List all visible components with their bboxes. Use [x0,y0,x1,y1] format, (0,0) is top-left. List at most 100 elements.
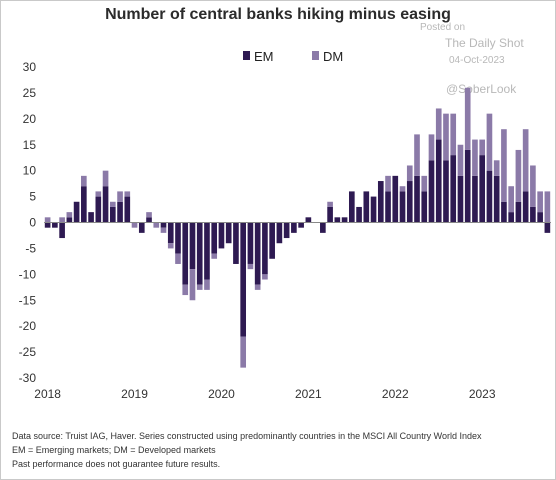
bar-em [370,196,377,223]
bar-dm [385,175,391,192]
bar-dm [486,113,493,171]
bar-em [421,191,428,223]
bar-em [66,217,73,223]
bar-dm [247,263,254,270]
bar-em [189,222,196,270]
bar-dm [327,201,333,207]
bar-dm [131,222,138,228]
bar-dm [211,253,218,259]
bar-dm [399,186,406,192]
bar-em [530,206,536,223]
bar-dm [537,191,543,213]
bar-em [464,149,471,223]
bar-em [414,175,420,223]
bar-em [95,196,102,223]
x-tick-label: 2022 [382,387,409,401]
bar-em [291,222,297,233]
bar-em [182,222,189,285]
bar-dm [189,269,196,301]
x-tick-label: 2021 [295,387,322,401]
bar-dm [414,134,420,176]
bar-em [486,170,493,223]
bar-em [341,217,348,223]
bar-dm [443,113,449,161]
bar-em [196,222,203,285]
bar-em [508,212,514,223]
bar-dm [59,217,65,223]
bar-em [204,222,210,280]
bar-dm [160,227,167,233]
bar-em [109,206,116,223]
bar-em [117,201,123,223]
bar-dm [95,191,102,197]
bar-dm [450,113,457,156]
y-tick-label: -15 [19,293,37,307]
legend-label: DM [323,49,343,64]
y-tick-label: -30 [19,371,37,385]
bar-em [283,222,290,239]
x-tick-label: 2019 [121,387,148,401]
bar-em [298,222,304,228]
y-tick-label: 0 [29,216,36,230]
y-tick-label: 30 [23,60,37,74]
bar-em [406,181,413,223]
bar-em [501,201,507,223]
bar-em [262,222,268,275]
bar-em [44,222,51,228]
watermark-posted: Posted on [420,22,466,33]
bar-dm [421,175,428,192]
bar-em [320,222,326,233]
x-tick-label: 2018 [34,387,61,401]
bar-em [385,191,391,223]
bar-em [522,191,529,223]
bar-em [124,196,131,223]
bar-em [392,175,399,223]
bar-dm [204,279,210,290]
bar-dm [117,191,123,202]
bar-dm [457,144,464,176]
bar-em [175,222,181,254]
bar-dm [167,243,174,249]
bar-dm [522,129,529,192]
bar-em [515,201,522,223]
y-tick-label: -10 [19,267,37,281]
bar-dm [44,217,51,223]
bar-em [537,212,543,223]
bar-dm [102,170,109,187]
bar-dm [66,212,73,218]
bar-em [138,222,145,233]
y-tick-label: 15 [23,138,37,152]
y-tick-label: 25 [23,86,37,100]
y-tick-label: 10 [23,164,37,178]
bar-em [102,186,109,223]
bar-dm [428,134,435,161]
bar-em [334,217,341,223]
y-tick-label: -20 [19,319,37,333]
bar-em [269,222,275,259]
bar-dm [508,186,514,213]
y-tick-label: 5 [29,190,36,204]
bar-dm [153,222,160,228]
x-tick-label: 2023 [469,387,496,401]
bar-em [305,217,312,223]
legend-swatch [312,51,319,60]
bar-dm [515,149,522,202]
bar-em [457,175,464,223]
bar-dm [464,87,471,150]
bar-dm [182,284,189,296]
bar-em [356,206,362,223]
note-abbreviations: EM = Emerging markets; DM = Developed ma… [12,445,216,455]
bar-em [443,160,449,223]
bar-em [146,217,152,223]
watermark-handle: @SoberLook [446,82,517,96]
bar-dm [109,201,116,207]
bar-dm [493,160,500,176]
y-tick-label: -5 [25,241,36,255]
bar-dm [124,191,131,197]
legend-label: EM [254,49,274,64]
bar-em [160,222,167,228]
bar-em [73,201,80,223]
watermark-source: The Daily Shot [445,36,524,50]
bar-dm [175,253,181,264]
